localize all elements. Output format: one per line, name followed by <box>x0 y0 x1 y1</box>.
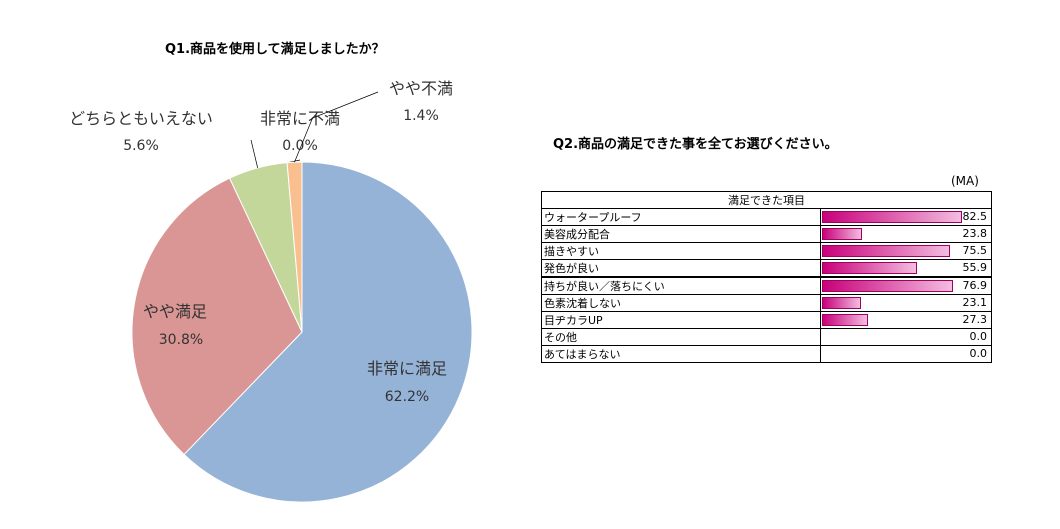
bar-value-label: 23.1 <box>962 296 988 309</box>
pie-slice-label: 非常に満足 <box>367 359 447 378</box>
row-label: その他 <box>541 328 821 346</box>
bar-value-label: 23.8 <box>962 227 988 240</box>
table-row: 目ヂカラUP 27.3 <box>541 311 992 329</box>
bar-cell: 75.5 <box>820 242 992 260</box>
bar-cell: 55.9 <box>820 259 992 278</box>
row-label: 目ヂカラUP <box>541 311 821 329</box>
bar-value-label: 0.0 <box>969 347 988 360</box>
bar-value-label: 27.3 <box>962 313 988 326</box>
bar <box>822 262 918 274</box>
table-row: 持ちが良い／落ちにくい 76.9 <box>541 276 992 295</box>
row-label: 色素沈着しない <box>541 294 821 312</box>
bar <box>822 314 869 326</box>
table-row: その他 0.0 <box>541 328 992 346</box>
bar-cell: 23.8 <box>820 225 992 243</box>
table-row: あてはまらない 0.0 <box>541 345 992 363</box>
row-label: 描きやすい <box>541 242 821 260</box>
bar-cell: 27.3 <box>820 311 992 329</box>
row-label: 発色が良い <box>541 259 821 278</box>
column-header: 満足できた項目 <box>541 191 992 209</box>
bar-value-label: 75.5 <box>962 244 988 257</box>
bar-cell: 23.1 <box>820 294 992 312</box>
bar-cell: 0.0 <box>820 345 992 363</box>
table-row: 発色が良い 55.9 <box>541 259 992 278</box>
q2-title: Q2.商品の満足できた事を全てお選びください。 <box>553 137 838 152</box>
table-row: 色素沈着しない 23.1 <box>541 294 992 312</box>
bar <box>822 228 863 240</box>
pie-slice <box>183 161 473 503</box>
pie-slice-value: 1.4% <box>403 108 439 124</box>
q1-title: Q1.商品を使用して満足しましたか？ <box>165 42 385 57</box>
row-label: ウォータープルーフ <box>541 208 821 226</box>
bar <box>822 280 953 292</box>
row-label: 美容成分配合 <box>541 225 821 243</box>
bar-cell: 82.5 <box>820 208 992 226</box>
bar-cell: 76.9 <box>820 276 992 295</box>
bar <box>822 245 951 257</box>
bar <box>822 297 862 309</box>
ma-label: (MA) <box>951 174 979 188</box>
row-label: あてはまらない <box>541 345 821 363</box>
pie-slice-label: やや満足 <box>143 302 207 321</box>
pie-slice-label: 非常に不満 <box>260 109 340 128</box>
table-row: 美容成分配合 23.8 <box>541 225 992 243</box>
leader-line <box>294 91 379 163</box>
q2-bar-table: 満足できた項目 ウォータープルーフ 82.5 美容成分配合 23.8 描きやすい 75.5… <box>541 191 992 363</box>
bar-value-label: 0.0 <box>969 330 988 343</box>
pie-slice-value: 5.6% <box>123 138 159 154</box>
table-row: 描きやすい 75.5 <box>541 242 992 260</box>
leader-line <box>250 139 258 168</box>
bar-cell: 0.0 <box>820 328 992 346</box>
bar-value-label: 82.5 <box>962 210 988 223</box>
pie-slice-value: 30.8% <box>159 332 203 348</box>
bar-value-label: 55.9 <box>962 261 988 274</box>
pie-slice-value: 62.2% <box>385 389 429 405</box>
pie-slice-label: やや不満 <box>389 79 453 98</box>
pie-slice <box>131 177 303 456</box>
row-label: 持ちが良い／落ちにくい <box>541 276 821 295</box>
pie-slice-value: 0.0% <box>282 138 318 154</box>
pie-slice-label: どちらともいえない <box>69 109 213 128</box>
bar <box>822 211 963 223</box>
table-row: ウォータープルーフ 82.5 <box>541 208 992 226</box>
bar-value-label: 76.9 <box>962 279 988 292</box>
